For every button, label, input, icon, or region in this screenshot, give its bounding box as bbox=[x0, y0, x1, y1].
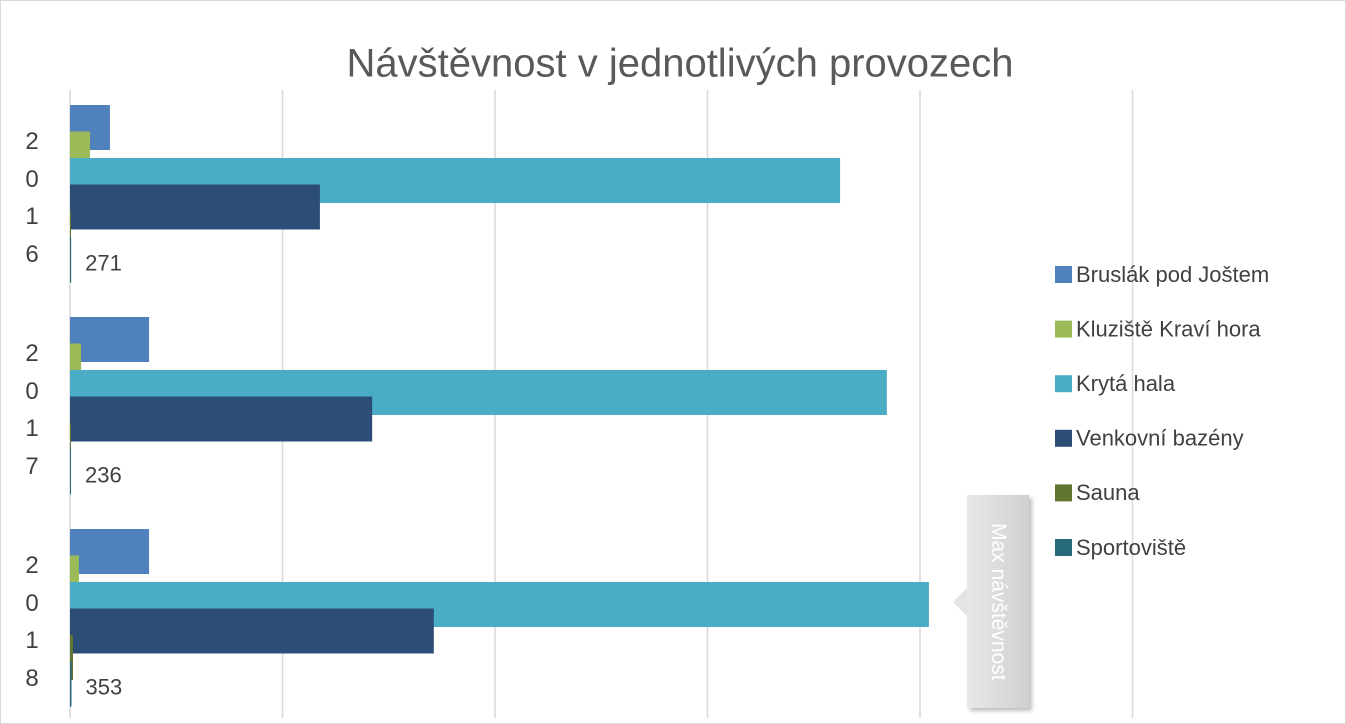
data-label: 353 bbox=[86, 674, 123, 699]
legend-swatch bbox=[1055, 429, 1072, 447]
bar bbox=[70, 237, 72, 283]
bar bbox=[70, 635, 73, 680]
bar bbox=[70, 317, 150, 362]
legend-swatch bbox=[1055, 484, 1072, 502]
legend-label: Bruslák pod Joštem bbox=[1076, 262, 1269, 287]
bar bbox=[70, 529, 150, 574]
y-tick-label: 2018 bbox=[25, 552, 39, 692]
chart-title: Návštěvnost v jednotlivých provozech bbox=[347, 42, 1014, 86]
annotation: Max návštěvnost bbox=[967, 495, 1029, 708]
bar bbox=[70, 423, 71, 468]
callout-pointer bbox=[953, 588, 967, 616]
bar bbox=[70, 184, 320, 230]
legend-swatch bbox=[1055, 320, 1072, 338]
bar bbox=[70, 396, 373, 442]
legend-swatch bbox=[1055, 539, 1072, 556]
legend-label: Sauna bbox=[1076, 480, 1140, 505]
y-tick-label: 2016 bbox=[25, 128, 39, 268]
bar bbox=[70, 608, 434, 654]
legend-label: Venkovní bazény bbox=[1076, 426, 1244, 451]
bar bbox=[70, 555, 79, 601]
y-tick-label: 2017 bbox=[25, 340, 39, 480]
bar bbox=[70, 343, 82, 389]
bar bbox=[70, 211, 71, 256]
bar bbox=[70, 661, 72, 707]
legend-label: Krytá hala bbox=[1076, 371, 1176, 396]
legend-label: Sportoviště bbox=[1076, 535, 1186, 560]
bar bbox=[70, 449, 72, 495]
legend-label: Kluziště Kraví hora bbox=[1076, 316, 1261, 341]
legend-swatch bbox=[1055, 375, 1072, 393]
data-label: 236 bbox=[85, 462, 122, 487]
legend-swatch bbox=[1055, 266, 1072, 283]
data-label: 271 bbox=[85, 250, 122, 275]
